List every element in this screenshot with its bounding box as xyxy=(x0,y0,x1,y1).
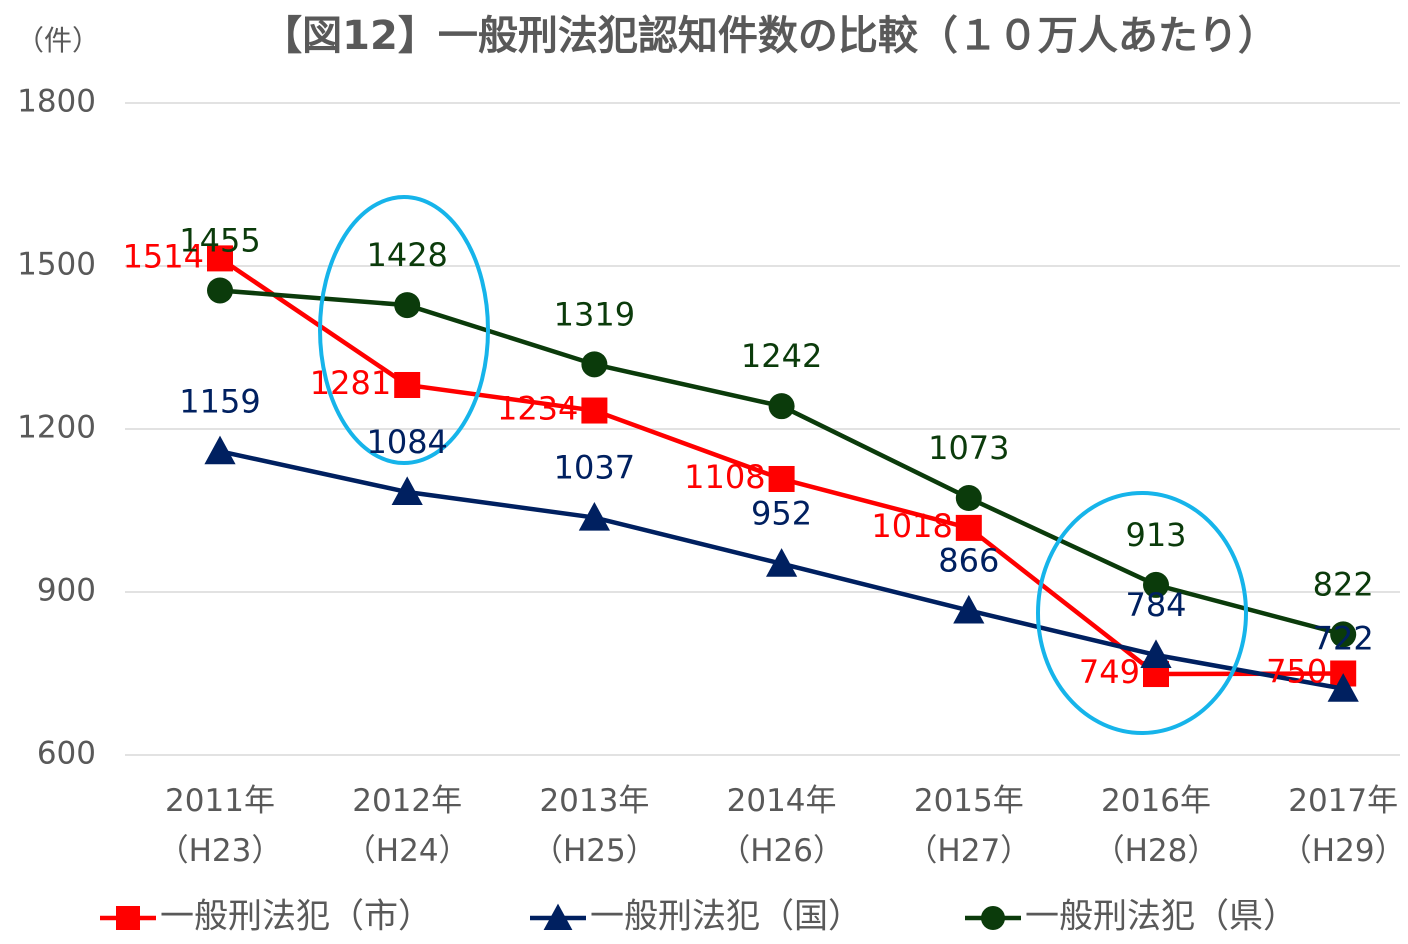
highlight-ellipse xyxy=(1036,491,1248,735)
marker xyxy=(578,501,610,531)
y-tick-label: 1800 xyxy=(17,84,96,120)
data-label: 952 xyxy=(751,495,812,533)
marker xyxy=(981,906,1005,930)
data-label: 1037 xyxy=(554,449,635,487)
x-tick-label: 2017年 （H29） xyxy=(1280,783,1406,869)
marker xyxy=(953,594,985,624)
y-tick-label: 900 xyxy=(37,573,96,609)
marker xyxy=(581,351,608,378)
marker xyxy=(766,548,798,577)
marker xyxy=(1327,673,1359,702)
data-label: 1108 xyxy=(684,458,765,496)
marker xyxy=(1143,571,1169,598)
marker xyxy=(207,277,233,304)
data-label: 1084 xyxy=(366,423,447,461)
y-axis-label: （件） xyxy=(16,24,100,57)
y-tick-label: 600 xyxy=(37,736,96,772)
data-label: 1073 xyxy=(928,429,1009,467)
legend: 一般刑法犯（市） 一般刑法犯（国） 一般刑法犯（県） xyxy=(100,897,1297,937)
marker xyxy=(1330,621,1357,648)
data-label: 1234 xyxy=(497,390,578,428)
highlight-ellipse xyxy=(318,195,490,465)
series-lines xyxy=(204,245,1359,702)
marker xyxy=(116,906,140,930)
x-tick-label: 2016年 （H28） xyxy=(1093,783,1219,869)
data-label: 749 xyxy=(1079,653,1140,691)
marker xyxy=(543,903,573,930)
x-tick-label: 2011年 （H23） xyxy=(157,783,283,869)
legend-label: 一般刑法犯（市） xyxy=(160,897,432,937)
x-tick-label: 2014年 （H26） xyxy=(719,783,844,869)
marker xyxy=(581,397,608,424)
data-label: 866 xyxy=(938,541,999,579)
data-labels: 1514 1281 1234 1108 1018 749 750 1159 1084 1037 95… xyxy=(123,221,1374,691)
data-label: 750 xyxy=(1266,653,1327,691)
y-tick-label: 1500 xyxy=(17,247,96,283)
data-label: 1455 xyxy=(179,221,260,259)
marker xyxy=(207,245,233,272)
x-tick-label: 2012年 （H24） xyxy=(344,783,470,869)
data-label: 913 xyxy=(1125,516,1186,554)
y-tick-label: 1200 xyxy=(17,410,96,446)
marker xyxy=(768,465,795,492)
data-label: 1281 xyxy=(310,364,391,402)
data-label: 1159 xyxy=(179,382,260,420)
data-label: 784 xyxy=(1125,586,1186,624)
data-label: 1018 xyxy=(871,507,952,545)
data-label: 1514 xyxy=(123,237,204,275)
marker xyxy=(955,514,982,541)
marker xyxy=(391,476,423,506)
marker xyxy=(768,393,795,420)
data-label: 1242 xyxy=(741,337,822,375)
data-label: 722 xyxy=(1313,620,1374,658)
grid: 600 900 1200 1500 1800 xyxy=(17,84,1400,772)
marker xyxy=(394,292,421,319)
x-tick-label: 2015年 （H27） xyxy=(906,783,1032,869)
legend-label: 一般刑法犯（国） xyxy=(590,897,862,937)
marker xyxy=(1140,639,1172,669)
data-label: 1428 xyxy=(366,236,447,274)
marker xyxy=(394,371,421,398)
data-label: 1319 xyxy=(554,295,635,333)
data-label: 822 xyxy=(1313,565,1374,603)
x-tick-label: 2013年 （H25） xyxy=(532,783,657,869)
marker xyxy=(955,485,982,512)
chart-title: 【図12】一般刑法犯認知件数の比較（１０万人あたり） xyxy=(262,13,1278,59)
legend-label: 一般刑法犯（県） xyxy=(1025,897,1297,937)
marker xyxy=(204,435,236,465)
